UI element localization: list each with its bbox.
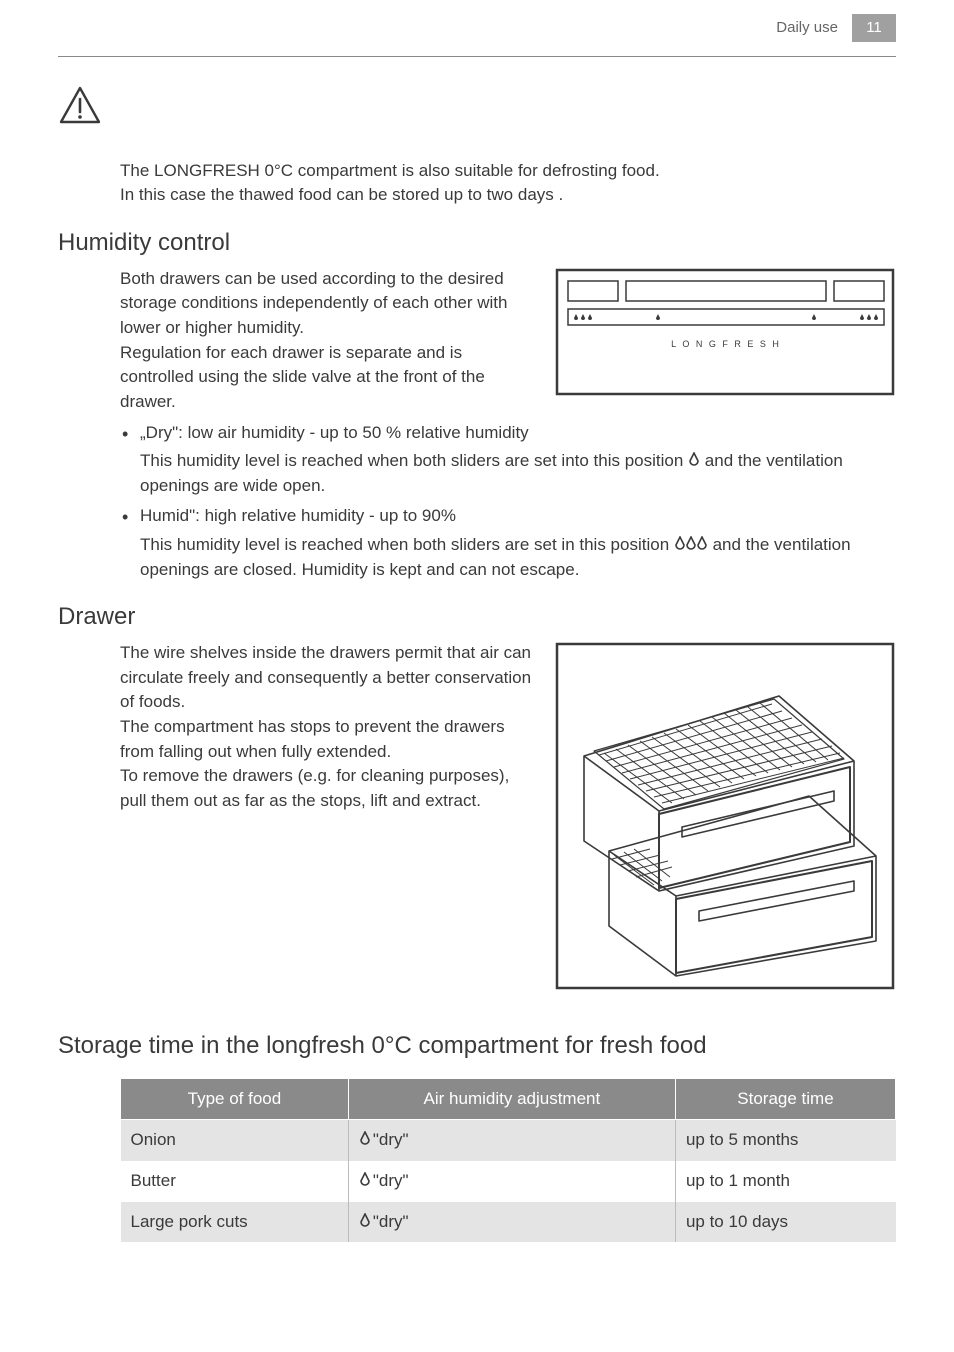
humidity-p1: Both drawers can be used according to th…	[120, 267, 532, 341]
page-number: 11	[852, 14, 896, 42]
table-row: Butter "dry" up to 1 month	[121, 1161, 896, 1202]
cell-type: Butter	[121, 1161, 349, 1202]
cell-type: Onion	[121, 1120, 349, 1161]
storage-title: Storage time in the longfresh 0°C compar…	[58, 1029, 896, 1064]
triple-drop-icon	[674, 535, 708, 554]
humidity-bullet-dry: „Dry": low air humidity - up to 50 % rel…	[120, 421, 896, 499]
drawer-p3: To remove the drawers (e.g. for cleaning…	[120, 764, 532, 813]
single-drop-icon	[359, 1171, 373, 1190]
page-header: Daily use 11	[0, 0, 954, 56]
intro-line-1: The LONGFRESH 0°C compartment is also su…	[120, 159, 896, 184]
drawer-title: Drawer	[58, 600, 896, 635]
bullet-dry-sub: This humidity level is reached when both…	[140, 449, 896, 498]
bullet-dry-text: „Dry": low air humidity - up to 50 % rel…	[140, 423, 529, 442]
cell-humidity: "dry"	[348, 1161, 675, 1202]
header-section: Daily use	[776, 17, 838, 39]
cell-type: Large pork cuts	[121, 1202, 349, 1243]
drawer-p1: The wire shelves inside the drawers perm…	[120, 641, 532, 715]
single-drop-icon	[359, 1130, 373, 1149]
cell-time: up to 10 days	[675, 1202, 895, 1243]
cell-humidity: "dry"	[348, 1202, 675, 1243]
bullet-humid-text: Humid": high relative humidity - up to 9…	[140, 506, 456, 525]
intro-line-2: In this case the thawed food can be stor…	[120, 183, 896, 208]
col-humidity: Air humidity adjustment	[348, 1078, 675, 1120]
warning-icon	[58, 85, 896, 133]
intro-block: The LONGFRESH 0°C compartment is also su…	[120, 159, 896, 208]
cell-time: up to 1 month	[675, 1161, 895, 1202]
humidity-p2: Regulation for each drawer is separate a…	[120, 341, 532, 415]
humidity-bullet-humid: Humid": high relative humidity - up to 9…	[120, 504, 896, 582]
storage-table: Type of food Air humidity adjustment Sto…	[120, 1078, 896, 1243]
single-drop-icon	[359, 1212, 373, 1231]
drawer-text: The wire shelves inside the drawers perm…	[120, 641, 532, 813]
table-row: Large pork cuts "dry" up to 10 days	[121, 1202, 896, 1243]
cell-humidity: "dry"	[348, 1120, 675, 1161]
slider-label: L O N G F R E S H	[671, 339, 781, 349]
drawer-diagram	[554, 641, 896, 999]
drawer-p2: The compartment has stops to prevent the…	[120, 715, 532, 764]
table-row: Onion "dry" up to 5 months	[121, 1120, 896, 1161]
single-drop-icon	[688, 451, 700, 470]
col-type: Type of food	[121, 1078, 349, 1120]
bullet-humid-sub: This humidity level is reached when both…	[140, 533, 896, 582]
header-rule	[58, 56, 896, 57]
humidity-bullets: „Dry": low air humidity - up to 50 % rel…	[120, 421, 896, 583]
humidity-title: Humidity control	[58, 226, 896, 261]
humidity-slider-diagram: L O N G F R E S H	[554, 267, 896, 405]
cell-time: up to 5 months	[675, 1120, 895, 1161]
humidity-text: Both drawers can be used according to th…	[120, 267, 532, 415]
col-time: Storage time	[675, 1078, 895, 1120]
